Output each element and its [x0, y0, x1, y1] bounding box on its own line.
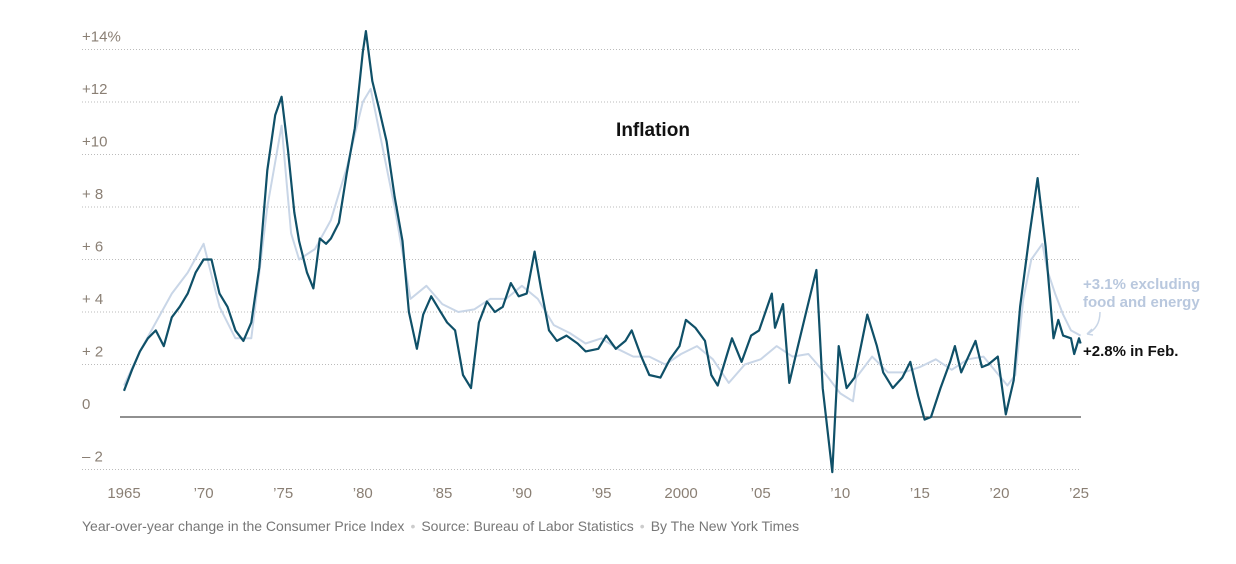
x-tick-label: ’25 — [1069, 485, 1089, 502]
separator-dot: • — [410, 518, 416, 534]
x-axis-ticks: 1965 ’70 ’75 ’80 ’85 ’90 ’95 2000 ’05 ’10 ’15 ’20 ’2… — [107, 485, 1089, 502]
y-tick-label: +12 — [82, 81, 107, 98]
x-tick-label: ’05 — [751, 485, 771, 502]
y-tick-label: +10 — [82, 134, 107, 151]
chart-title: Inflation — [616, 120, 690, 141]
y-tick-label: + 8 — [82, 186, 103, 203]
core-annotation-line2: food and energy — [1083, 294, 1200, 311]
x-tick-label: ’80 — [353, 485, 373, 502]
core-annotation-arrow — [1086, 311, 1101, 336]
x-tick-label: ’95 — [591, 485, 611, 502]
x-tick-label: ’20 — [989, 485, 1009, 502]
x-tick-label: ’85 — [432, 485, 452, 502]
y-tick-label: +14% — [82, 29, 121, 46]
footer-credit: By The New York Times — [650, 518, 800, 534]
separator-dot: • — [639, 518, 645, 534]
x-tick-label: ’70 — [194, 485, 214, 502]
x-tick-label: ’90 — [512, 485, 532, 502]
y-axis-ticks: +14% +12 +10 + 8 + 6 + 4 + 2 0 – 2 — [82, 29, 121, 466]
footer-source: Source: Bureau of Labor Statistics — [421, 518, 634, 534]
x-tick-label: 2000 — [664, 485, 697, 502]
gridlines — [82, 49, 1081, 470]
x-tick-label: 1965 — [107, 485, 140, 502]
x-tick-label: ’10 — [830, 485, 850, 502]
y-tick-label: – 2 — [82, 449, 103, 466]
x-tick-label: ’75 — [273, 485, 293, 502]
core-cpi-line — [123, 87, 1082, 403]
y-tick-label: + 2 — [82, 344, 103, 361]
core-annotation-line1: +3.1% excluding — [1083, 276, 1200, 293]
inflation-chart: +14% +12 +10 + 8 + 6 + 4 + 2 0 – 2 1965 ’70 ’75 ’80… — [82, 29, 1200, 502]
footer-description: Year-over-year change in the Consumer Pr… — [82, 518, 405, 534]
y-tick-label: 0 — [82, 396, 90, 413]
y-tick-label: + 4 — [82, 291, 103, 308]
y-tick-label: + 6 — [82, 239, 103, 256]
series-lines — [122, 30, 1082, 474]
chart-footer: Year-over-year change in the Consumer Pr… — [82, 518, 799, 534]
cpi-line — [122, 30, 1082, 474]
headline-annotation: +2.8% in Feb. — [1083, 343, 1178, 360]
x-tick-label: ’15 — [910, 485, 930, 502]
